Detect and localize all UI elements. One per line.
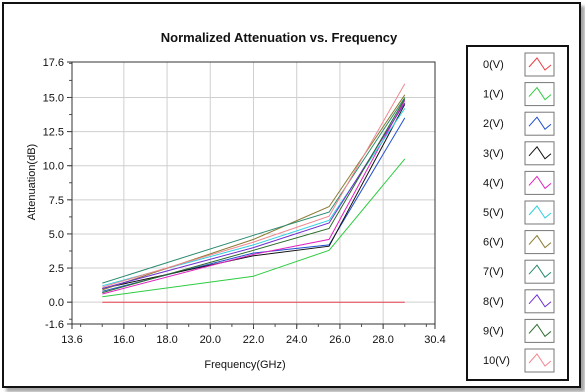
- legend-entry-label: 10(V): [483, 355, 510, 367]
- legend-swatch: [524, 259, 555, 284]
- series-lines: [102, 83, 406, 303]
- legend-swatch: [524, 318, 555, 343]
- series-line-3v: [102, 104, 406, 289]
- y-tick-label: 12.5: [43, 127, 64, 139]
- y-tick-label: 7.5: [49, 195, 64, 207]
- legend-entry-label: 2(V): [483, 118, 504, 130]
- legend-entry-label: 3(V): [483, 148, 504, 160]
- legend-swatch-line: [528, 323, 552, 338]
- legend-swatch: [524, 82, 555, 107]
- y-tick-label: 5.0: [49, 229, 64, 241]
- x-tick-label: 28.0: [372, 334, 393, 346]
- legend-entry-label: 1(V): [483, 89, 504, 101]
- series-line-4v: [102, 99, 406, 295]
- y-tick-label: -1.6: [45, 319, 64, 331]
- legend-swatch: [524, 289, 555, 314]
- x-axis-label: Frequency(GHz): [204, 359, 285, 371]
- legend-entry-label: 7(V): [483, 266, 504, 278]
- x-tick-label: 24.0: [286, 334, 307, 346]
- legend-swatch: [524, 230, 555, 255]
- axes: 13.6 16.0 18.0 20.0 22.0 24.0 26.0 28.0 30.4 17.6…: [43, 57, 446, 346]
- legend-swatch-line: [528, 234, 552, 249]
- legend-entry-label: 9(V): [483, 325, 504, 337]
- legend: 0(V) 1(V) 2(V) 3(V) 4(V) 5(V) 6(V) 7(V) 8(V) 9(V)…: [466, 45, 569, 381]
- series-line-9v: [102, 98, 406, 294]
- series-line-10v: [102, 83, 406, 288]
- legend-swatch-line: [528, 205, 552, 219]
- x-tick-label: 16.0: [113, 334, 134, 346]
- legend-swatch: [524, 141, 555, 166]
- x-tick-label: 22.0: [243, 334, 264, 346]
- y-axis-label: Attenuation(dB): [26, 144, 38, 220]
- legend-swatch-line: [528, 145, 552, 160]
- x-tick-label: 20.0: [200, 334, 221, 346]
- x-tick-label: 26.0: [329, 334, 350, 346]
- legend-swatch-line: [528, 353, 552, 367]
- legend-swatch-line: [528, 57, 552, 71]
- x-tick-label: 13.6: [61, 334, 82, 346]
- legend-swatch-line: [528, 86, 552, 101]
- legend-entry-label: 0(V): [483, 59, 504, 71]
- legend-swatch: [524, 111, 555, 136]
- legend-swatch: [524, 170, 555, 195]
- legend-swatch-line: [528, 293, 552, 308]
- y-tick-label: 10.0: [43, 161, 64, 173]
- series-line-7v: [102, 97, 406, 284]
- legend-entry-label: 5(V): [483, 207, 504, 219]
- x-tick-label: 18.0: [156, 334, 177, 346]
- legend-swatch: [524, 200, 555, 225]
- x-tick-label: 30.4: [424, 334, 445, 346]
- legend-swatch-line: [528, 116, 552, 130]
- legend-swatch-line: [528, 175, 552, 190]
- legend-swatch: [524, 52, 555, 77]
- y-tick-label: 15.0: [43, 92, 64, 104]
- legend-entry-label: 6(V): [483, 237, 504, 249]
- legend-entry-label: 8(V): [483, 296, 504, 308]
- y-tick-label: 17.6: [43, 57, 64, 69]
- plot-border: [71, 61, 436, 325]
- legend-entry-label: 4(V): [483, 177, 504, 189]
- chart-title: Normalized Attenuation vs. Frequency: [161, 30, 398, 45]
- y-tick-label: 0.0: [49, 297, 64, 309]
- series-line-1v: [102, 158, 406, 298]
- legend-swatch-line: [528, 264, 552, 278]
- y-tick-label: 2.5: [49, 263, 64, 275]
- legend-swatch: [524, 348, 555, 373]
